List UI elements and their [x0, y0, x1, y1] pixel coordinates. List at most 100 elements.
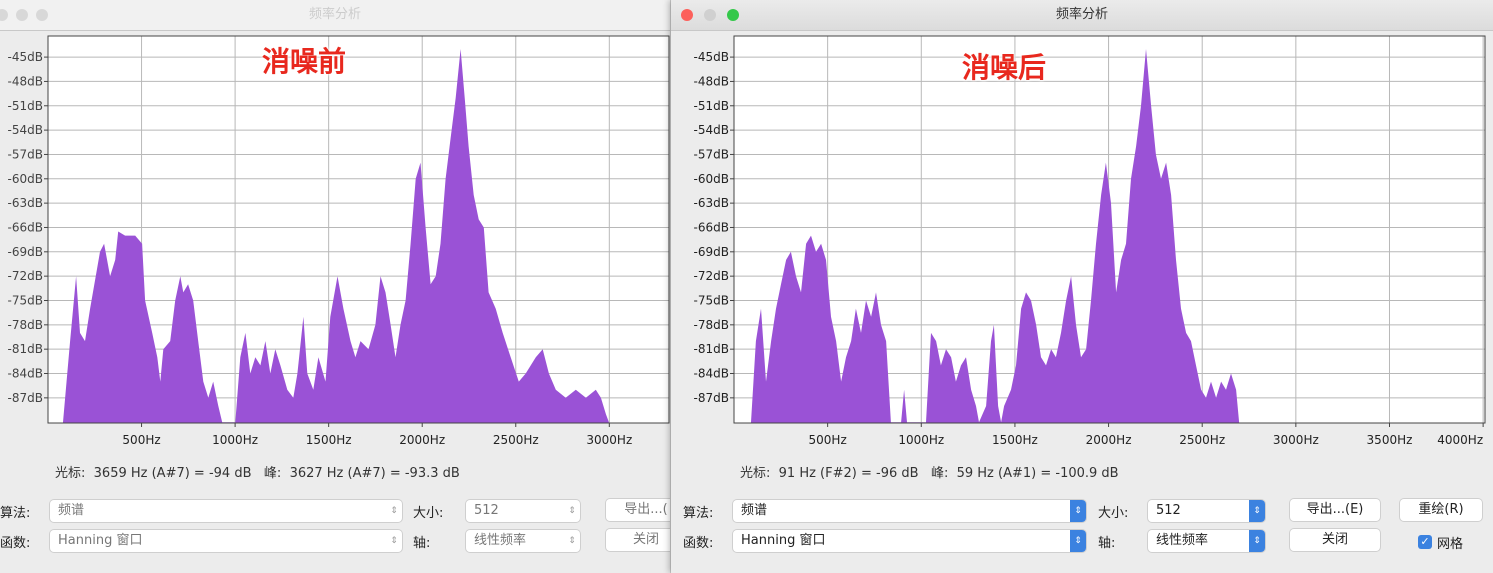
y-tick-label: -75dB	[8, 293, 43, 307]
status-line: 光标: 3659 Hz (A#7) = -94 dB 峰: 3627 Hz (A…	[55, 462, 460, 481]
x-tick-label: 1000Hz	[898, 433, 944, 447]
size-select[interactable]: 512 ⇕	[466, 500, 580, 522]
cursor-label: 光标:	[740, 466, 771, 481]
algorithm-label: 算法:	[0, 506, 31, 521]
function-label: 函数:	[0, 536, 31, 551]
y-tick-label: -81dB	[694, 342, 729, 356]
stepper-icon: ⇕	[1249, 500, 1265, 522]
spectrum-area	[751, 49, 1240, 423]
y-tick-label: -45dB	[694, 50, 729, 64]
y-tick-label: -54dB	[694, 123, 729, 137]
stepper-icon: ⇕	[390, 536, 398, 546]
y-tick-label: -72dB	[694, 269, 729, 283]
algorithm-select[interactable]: 频谱 ⇕	[50, 500, 402, 522]
spectrum-area	[62, 49, 609, 423]
peak-label: 峰:	[263, 466, 282, 481]
close-button[interactable]: 关闭	[1290, 529, 1380, 551]
function-value: Hanning 窗口	[741, 533, 826, 548]
title-bar[interactable]: 频率分析	[671, 0, 1493, 31]
x-tick-label: 3500Hz	[1367, 433, 1413, 447]
peak-value: 59 Hz (A#1) = -100.9 dB	[956, 466, 1119, 481]
x-tick-label: 2000Hz	[399, 433, 445, 447]
x-tick-label: 1500Hz	[992, 433, 1038, 447]
y-tick-label: -78dB	[694, 318, 729, 332]
zoom-window-icon[interactable]	[727, 9, 739, 21]
cursor-value: 3659 Hz (A#7) = -94 dB	[93, 466, 252, 481]
x-tick-label: 1000Hz	[212, 433, 258, 447]
export-button[interactable]: 导出...(E)	[1290, 499, 1380, 521]
window-title: 频率分析	[308, 7, 361, 22]
x-tick-label: 4000Hz	[1437, 433, 1483, 447]
frequency-analysis-window-before: 频率分析 -45dB -48dB -51dB -54dB -57dB -60dB -63dB…	[0, 0, 671, 573]
export-button[interactable]: 导出...(	[606, 499, 670, 521]
y-tick-label: -45dB	[8, 50, 43, 64]
spectrum-plot[interactable]: -45dB -48dB -51dB -54dB -57dB -60dB -63dB -66dB…	[0, 0, 670, 460]
y-tick-label: -51dB	[8, 99, 43, 113]
axis-value: 线性频率	[1156, 533, 1209, 548]
size-label: 大小:	[1098, 506, 1129, 521]
axis-select[interactable]: 线性频率 ⇕	[466, 530, 580, 552]
y-tick-label: -57dB	[8, 147, 43, 161]
size-value: 512	[474, 503, 499, 518]
stepper-icon: ⇕	[568, 506, 576, 516]
minimize-window-icon[interactable]	[704, 9, 716, 21]
x-tick-label: 500Hz	[809, 433, 847, 447]
grid-checkbox[interactable]: ✓	[1418, 535, 1432, 549]
y-tick-label: -84dB	[694, 367, 729, 381]
axis-select[interactable]: 线性频率 ⇕	[1148, 530, 1265, 552]
peak-value: 3627 Hz (A#7) = -93.3 dB	[289, 466, 460, 481]
y-tick-label: -57dB	[694, 147, 729, 161]
algorithm-value: 频谱	[741, 503, 768, 518]
status-line: 光标: 91 Hz (F#2) = -96 dB 峰: 59 Hz (A#1) …	[740, 462, 1119, 481]
y-tick-label: -69dB	[8, 245, 43, 259]
close-window-icon[interactable]	[681, 9, 693, 21]
x-tick-label: 3000Hz	[586, 433, 632, 447]
y-tick-label: -69dB	[694, 245, 729, 259]
cursor-value: 91 Hz (F#2) = -96 dB	[778, 466, 919, 481]
function-select[interactable]: Hanning 窗口 ⇕	[733, 530, 1086, 552]
x-tick-label: 500Hz	[122, 433, 160, 447]
size-value: 512	[1156, 503, 1181, 518]
zoom-window-icon[interactable]	[36, 9, 48, 21]
close-button[interactable]: 关闭	[606, 529, 670, 551]
stepper-icon: ⇕	[1070, 500, 1086, 522]
plot-border	[47, 35, 670, 424]
y-tick-label: -78dB	[8, 318, 43, 332]
function-value: Hanning 窗口	[58, 533, 143, 548]
y-tick-label: -51dB	[694, 99, 729, 113]
x-tick-label: 1500Hz	[306, 433, 352, 447]
x-tick-label: 2500Hz	[493, 433, 539, 447]
peak-label: 峰:	[930, 466, 949, 481]
algorithm-value: 频谱	[58, 503, 85, 518]
spectrum-plot[interactable]: -45dB -48dB -51dB -54dB -57dB -60dB -63dB -66dB…	[671, 0, 1493, 460]
y-tick-label: -48dB	[694, 74, 729, 88]
title-bar[interactable]: 频率分析	[0, 0, 670, 31]
x-tick-label: 2500Hz	[1179, 433, 1225, 447]
annotation-before-denoise: 消噪前	[262, 45, 347, 78]
y-tick-label: -63dB	[694, 196, 729, 210]
minimize-window-icon[interactable]	[16, 9, 28, 21]
y-tick-label: -63dB	[8, 196, 43, 210]
x-tick-label: 3000Hz	[1273, 433, 1319, 447]
algorithm-select[interactable]: 频谱 ⇕	[733, 500, 1086, 522]
axis-value: 线性频率	[474, 533, 527, 548]
plot-border	[733, 35, 1486, 424]
function-select[interactable]: Hanning 窗口 ⇕	[50, 530, 402, 552]
y-tick-label: -60dB	[694, 172, 729, 186]
stepper-icon: ⇕	[1249, 530, 1265, 552]
stepper-icon: ⇕	[390, 506, 398, 516]
y-tick-label: -66dB	[694, 220, 729, 234]
annotation-after-denoise: 消噪后	[962, 51, 1047, 84]
y-tick-label: -87dB	[8, 391, 43, 405]
close-window-icon[interactable]	[0, 9, 8, 21]
y-tick-label: -66dB	[8, 220, 43, 234]
window-title: 频率分析	[1055, 7, 1108, 22]
grid-label: 网格	[1437, 537, 1464, 552]
size-select[interactable]: 512 ⇕	[1148, 500, 1265, 522]
stepper-icon: ⇕	[1070, 530, 1086, 552]
axis-label: 轴:	[1098, 536, 1116, 551]
redraw-button[interactable]: 重绘(R)	[1400, 499, 1482, 521]
y-tick-label: -60dB	[8, 172, 43, 186]
y-tick-label: -48dB	[8, 74, 43, 88]
y-tick-label: -87dB	[694, 391, 729, 405]
